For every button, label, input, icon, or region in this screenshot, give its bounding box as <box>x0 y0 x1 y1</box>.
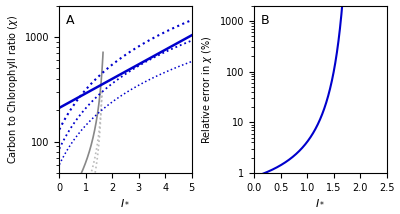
X-axis label: $I_*$: $I_*$ <box>120 198 131 208</box>
Y-axis label: Carbon to Chlorophyll ratio ($\chi$): Carbon to Chlorophyll ratio ($\chi$) <box>6 15 20 164</box>
X-axis label: $I_*$: $I_*$ <box>315 198 326 208</box>
Text: A: A <box>66 14 74 27</box>
Text: B: B <box>261 14 270 27</box>
Y-axis label: Relative error in $\chi$ (%): Relative error in $\chi$ (%) <box>200 35 214 144</box>
